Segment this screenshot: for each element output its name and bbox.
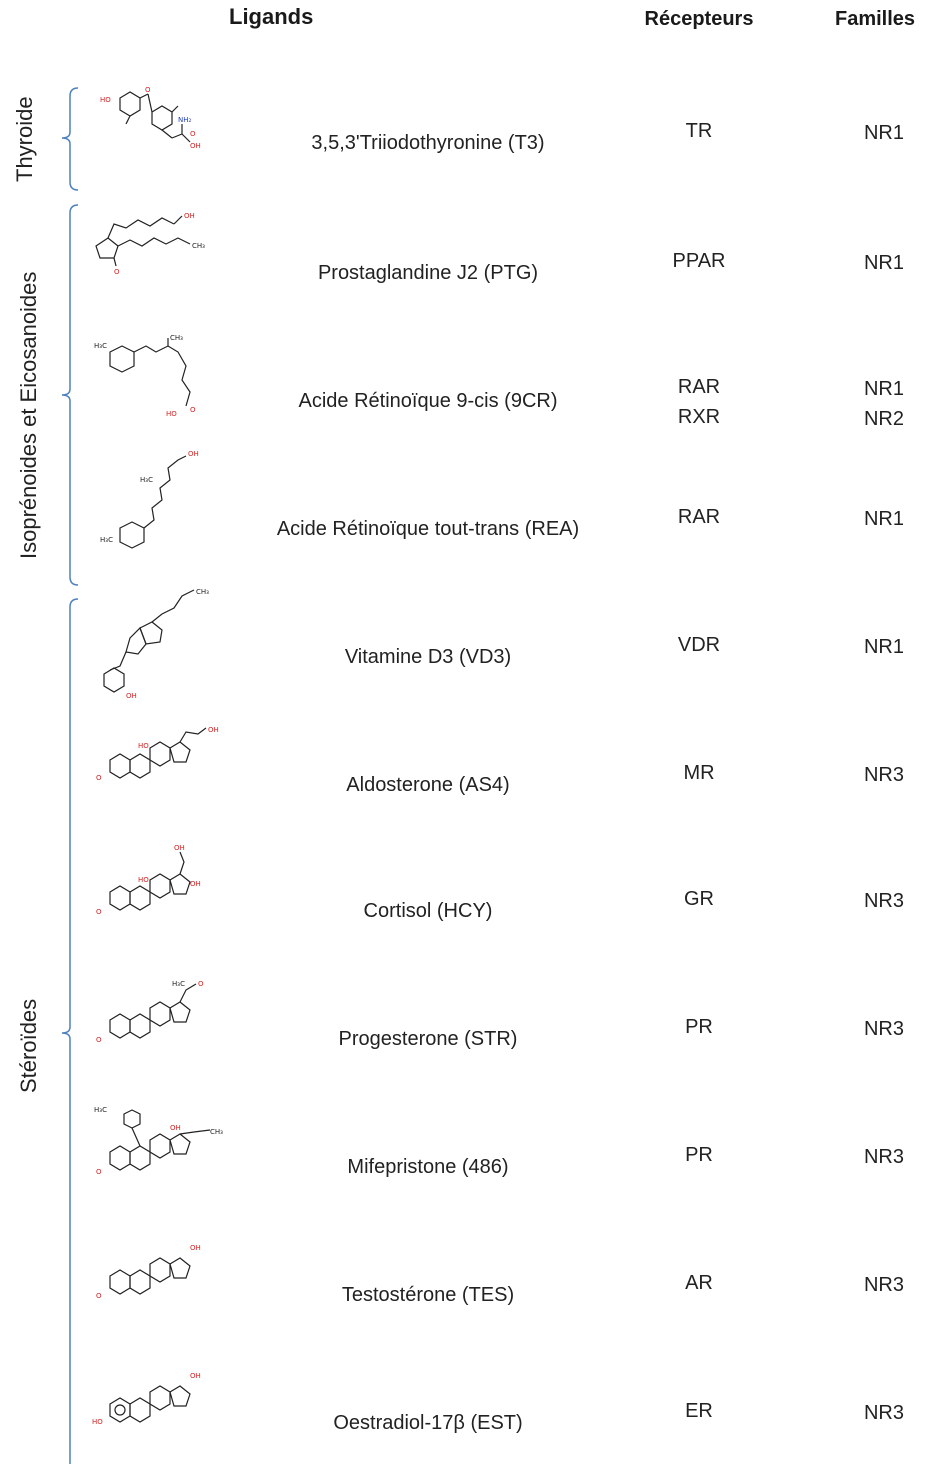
svg-text:H₃C: H₃C [94, 1106, 107, 1114]
ligand-name: Progesterone (STR) [338, 1028, 518, 1050]
ligand-name: Aldosterone (AS4) [346, 774, 510, 796]
svg-text:HO: HO [138, 742, 149, 750]
svg-text:CH₃: CH₃ [170, 334, 183, 342]
svg-text:CH₃: CH₃ [192, 242, 205, 250]
table-row: HO O NH₂ OH O 3,5,3'Triiodothyronine (T3… [0, 86, 936, 184]
family: NR3 [863, 1146, 904, 1168]
receptor: PR [685, 1016, 713, 1038]
steroid-structure-icon: O OH OH HO [96, 844, 201, 916]
receptor: PR [685, 1144, 713, 1166]
retinoic-acid-trans-structure-icon: OH H₃C H₃C [100, 450, 199, 549]
steroid-structure-icon: O OH [96, 1244, 201, 1300]
svg-text:O: O [190, 130, 196, 138]
svg-text:HO: HO [166, 410, 177, 418]
receptor: RAR [677, 506, 721, 528]
table-row: HO OH Oestradiol-17β (EST) ER NR3 [0, 1372, 936, 1464]
ligand-name: Testostérone (TES) [341, 1284, 515, 1306]
family: NR1 NR2 [863, 378, 904, 430]
vitamin-d3-structure-icon: CH₃ OH [103, 588, 209, 700]
svg-text:CH₃: CH₃ [210, 1128, 223, 1136]
svg-text:O: O [114, 268, 120, 276]
svg-text:O: O [198, 980, 204, 988]
svg-text:HO: HO [138, 876, 149, 884]
svg-text:O: O [96, 908, 102, 916]
header-recepteurs: Récepteurs [644, 8, 754, 30]
family: NR1 [863, 122, 904, 144]
svg-text:H₃C: H₃C [172, 980, 185, 988]
svg-text:H₃C: H₃C [100, 536, 113, 544]
receptor: RAR RXR [677, 376, 721, 428]
table-row: OH H₃C H₃C Acide Rétinoïque tout-trans (… [0, 450, 936, 570]
table-row: H₃C CH₃ HO O Acide Rétinoïque 9-cis (9CR… [0, 334, 936, 442]
svg-text:OH: OH [126, 692, 137, 700]
svg-text:HO: HO [92, 1418, 103, 1426]
table-row: O O H₃C Progesterone (STR) PR NR3 [0, 980, 936, 1080]
svg-text:OH: OH [184, 212, 195, 220]
receptor: PPAR [672, 250, 726, 272]
steroid-structure-icon: O H₃C OH CH₃ [94, 1106, 223, 1176]
thyroid-hormone-structure-icon: HO O NH₂ OH O [100, 86, 201, 150]
table-row: CH₃ OH Vitamine D3 (VD3) VDR NR1 [0, 588, 936, 700]
ligand-name: Acide Rétinoïque tout-trans (REA) [276, 518, 580, 540]
svg-text:O: O [96, 1036, 102, 1044]
svg-text:OH: OH [190, 1244, 201, 1252]
steroid-structure-icon: O O H₃C [96, 980, 204, 1044]
svg-text:OH: OH [174, 844, 185, 852]
retinoic-acid-cis-structure-icon: H₃C CH₃ HO O [94, 334, 196, 418]
receptor: GR [684, 888, 714, 910]
ligand-name: Vitamine D3 (VD3) [344, 646, 512, 668]
svg-text:O: O [96, 1292, 102, 1300]
svg-text:NH₂: NH₂ [178, 116, 192, 124]
svg-text:O: O [190, 406, 196, 414]
family: NR3 [863, 1018, 904, 1040]
family: NR3 [863, 1274, 904, 1296]
header-familles: Familles [835, 8, 916, 30]
family: NR3 [863, 1402, 904, 1424]
receptor: ER [685, 1400, 713, 1422]
group-bracket [61, 598, 79, 1464]
svg-text:O: O [96, 774, 102, 782]
group-bracket [61, 87, 79, 191]
receptor: VDR [677, 634, 721, 656]
family: NR1 [863, 252, 904, 274]
receptor: MR [683, 762, 715, 784]
table-row: O H₃C OH CH₃ Mifepristone (486) PR NR3 [0, 1106, 936, 1208]
svg-text:OH: OH [208, 726, 219, 734]
ligand-name: Cortisol (HCY) [363, 900, 493, 922]
receptor: AR [685, 1272, 713, 1294]
family: NR3 [863, 764, 904, 786]
table-row: O OH HO Aldosterone (AS4) MR NR3 [0, 726, 936, 826]
family: NR3 [863, 890, 904, 912]
steroid-structure-icon: HO OH [92, 1372, 201, 1426]
table-row: O OH Testostérone (TES) AR NR3 [0, 1244, 936, 1336]
steroid-structure-icon: O OH HO [96, 726, 219, 782]
family: NR1 [863, 636, 904, 658]
group-bracket [61, 204, 79, 586]
svg-text:O: O [96, 1168, 102, 1176]
ligand-name: Oestradiol-17β (EST) [333, 1412, 523, 1434]
header-ligands: Ligands [229, 4, 314, 29]
ligand-name: Mifepristone (486) [347, 1156, 509, 1178]
svg-text:HO: HO [100, 96, 111, 104]
svg-text:O: O [145, 86, 151, 94]
table-row: O OH OH HO Cortisol (HCY) GR NR3 [0, 844, 936, 952]
ligand-name: 3,5,3'Triiodothyronine (T3) [311, 132, 545, 154]
svg-text:H₃C: H₃C [140, 476, 153, 484]
table-row: OH O CH₃ Prostaglandine J2 (PTG) PPAR NR… [0, 212, 936, 314]
ligand-name: Prostaglandine J2 (PTG) [317, 262, 539, 284]
svg-text:CH₃: CH₃ [196, 588, 209, 596]
svg-text:OH: OH [170, 1124, 181, 1132]
svg-text:OH: OH [190, 142, 201, 150]
ligand-name: Acide Rétinoïque 9-cis (9CR) [298, 390, 558, 412]
svg-text:H₃C: H₃C [94, 342, 107, 350]
prostaglandin-structure-icon: OH O CH₃ [95, 212, 205, 276]
svg-text:OH: OH [190, 880, 201, 888]
svg-text:OH: OH [190, 1372, 201, 1380]
receptor: TR [685, 120, 713, 142]
svg-text:OH: OH [188, 450, 199, 458]
family: NR1 [863, 508, 904, 530]
